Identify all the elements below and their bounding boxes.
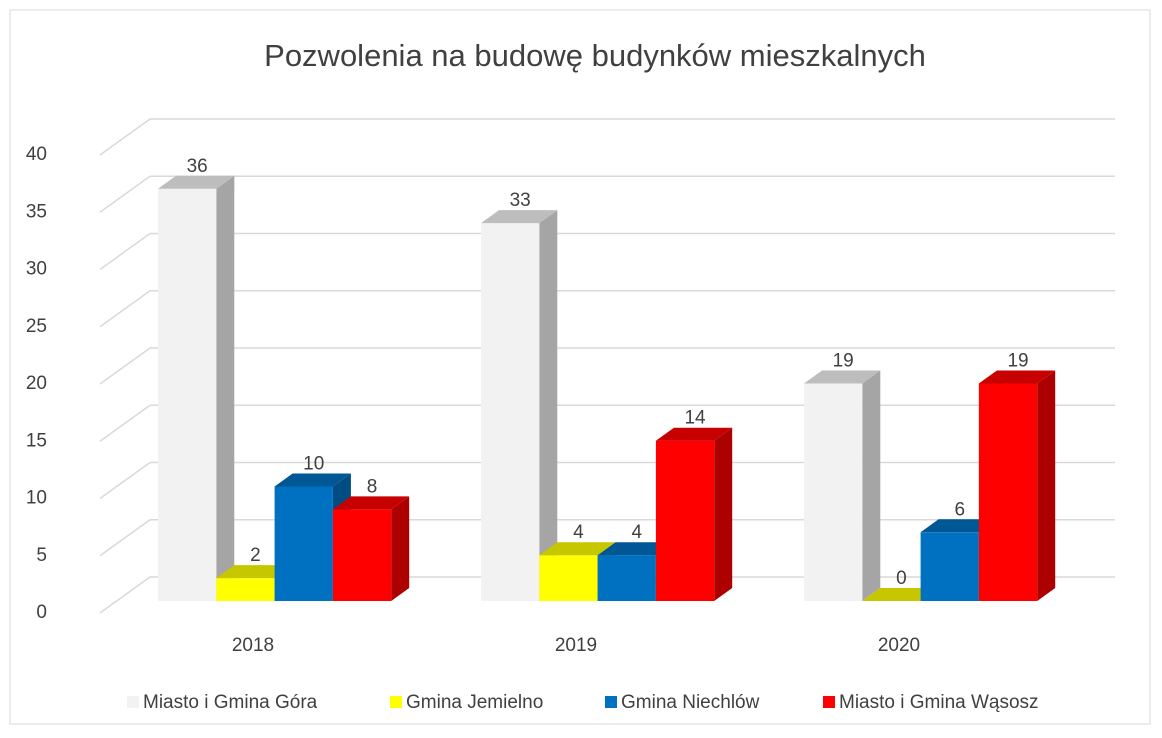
y-tick-label: 10 [26,488,47,509]
data-label: 4 [573,522,584,543]
grid-line-depth [99,347,151,385]
bar-side [216,175,235,602]
bar [597,555,656,601]
bar-top [274,473,351,487]
grid-line-depth [99,461,151,500]
bar [804,383,863,601]
legend-label: Miasto i Gmina Wąsosz [839,692,1039,713]
bar-side [862,370,881,601]
data-label: 2 [250,545,261,566]
y-tick-label: 15 [26,430,47,451]
data-label: 19 [833,350,854,371]
y-tick-label: 5 [36,545,47,566]
data-label: 4 [631,522,642,543]
bar [216,578,275,601]
bar [274,486,333,601]
legend-swatch [127,696,139,708]
x-tick-label: 2020 [878,635,920,656]
bar-top [481,210,558,224]
grid-line-depth [99,290,151,328]
bar-top [978,370,1056,384]
x-tick-label: 2019 [555,635,597,656]
data-label: 19 [1007,350,1028,371]
bar [920,532,979,601]
legend-label: Gmina Niechlów [621,692,760,713]
data-label: 10 [303,454,324,475]
bar [481,223,540,601]
bar [332,509,392,601]
bar-top [920,519,997,533]
grid-line-depth [99,404,151,442]
bar [978,383,1038,601]
y-tick-label: 40 [26,144,47,165]
y-tick-label: 30 [26,259,47,280]
legend-label: Gmina Jemielno [406,692,543,713]
bar-top [216,565,293,579]
grid-line-depth [99,175,151,213]
grid-line-depth [99,576,151,614]
legend-swatch [605,696,617,708]
data-label: 0 [896,568,907,589]
grid-line-depth [99,232,151,271]
bar-top [862,588,939,601]
chart-title: Pozwolenia na budowę budynków mieszkalny… [264,38,926,73]
legend-swatch [390,696,402,708]
grid-line-depth [99,118,151,156]
data-label: 36 [187,156,208,177]
data-label: 8 [367,476,378,497]
bar-side [391,496,410,601]
bar-side [1037,370,1056,601]
legend-label: Miasto i Gmina Góra [143,692,318,713]
bar-side [539,210,558,601]
bar-top [804,370,881,384]
y-tick-label: 20 [26,373,47,394]
y-tick-label: 0 [36,602,47,623]
data-label: 6 [954,499,965,520]
y-tick-label: 35 [26,201,47,222]
x-tick-label: 2018 [232,635,274,656]
bar-top [655,427,733,441]
legend-swatch [823,696,835,708]
data-label: 14 [684,408,706,429]
grid-line-depth [99,519,151,557]
bar [158,188,217,602]
bar-top [158,175,235,189]
y-tick-label: 25 [26,316,47,337]
bar-top [332,496,410,510]
bar [539,555,598,601]
bar-side [714,427,733,601]
bar [655,440,715,601]
bar-top [539,542,616,556]
bar-top [597,542,674,556]
data-label: 33 [510,190,531,211]
